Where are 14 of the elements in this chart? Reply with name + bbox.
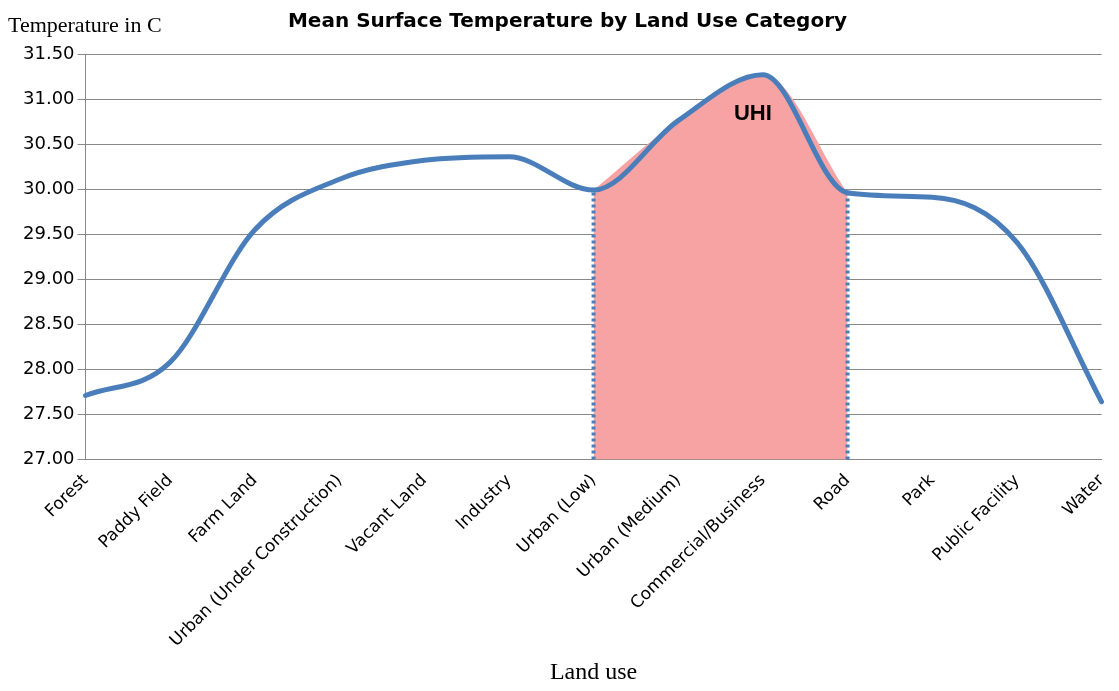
x-axis-title: Land use xyxy=(549,657,638,684)
y-tick-label: 28.00 xyxy=(23,357,75,379)
y-tick-label: 30.50 xyxy=(23,131,75,153)
y-tick-label: 29.00 xyxy=(23,266,75,288)
y-tick-label: 27.00 xyxy=(23,447,75,469)
chart-title: Mean Surface Temperature by Land Use Category xyxy=(287,8,848,33)
y-tick-label: 27.50 xyxy=(23,402,75,424)
y-tick-label: 28.50 xyxy=(23,311,75,333)
annotation: UHI xyxy=(733,99,772,125)
y-tick-label: 31.50 xyxy=(23,41,75,63)
y-tick-label: 29.50 xyxy=(23,221,75,243)
y-axis-title: Temperature in C xyxy=(8,12,162,38)
y-tick-label: 30.00 xyxy=(23,176,75,198)
y-tick-label: 31.00 xyxy=(23,86,75,108)
